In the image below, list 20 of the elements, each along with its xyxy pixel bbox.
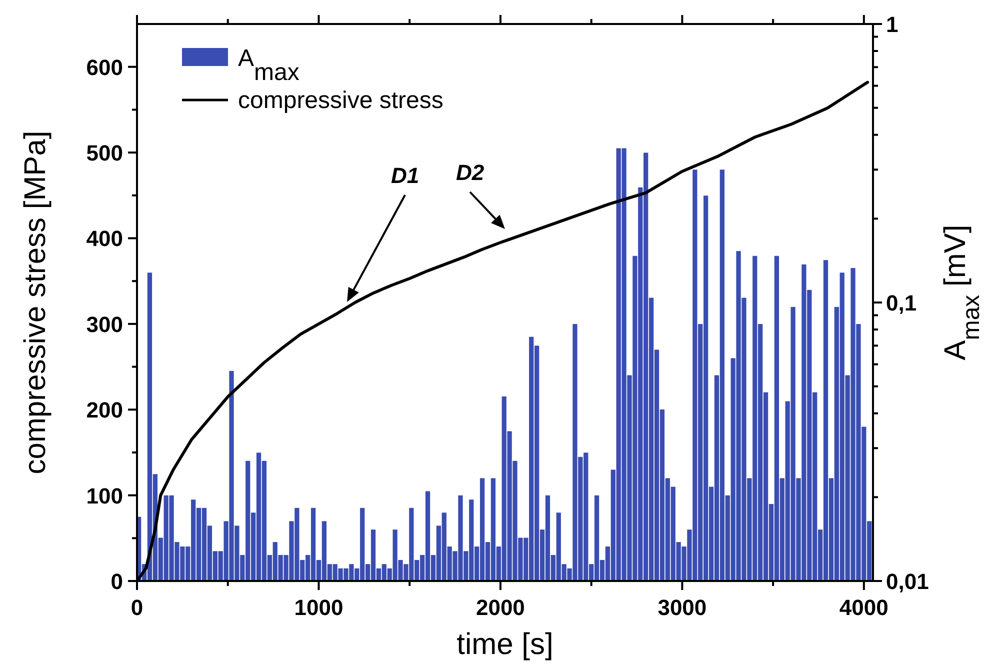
y-tick-label: 600 <box>86 54 123 80</box>
x-tick-label: 3000 <box>658 595 707 620</box>
y2-tick-label: 1 <box>886 12 898 37</box>
x-tick-label: 1000 <box>294 595 344 620</box>
x-tick-label: 2000 <box>476 595 525 620</box>
y-axis-title: compressive stress [MPa] <box>19 130 52 474</box>
y2-tick-label: 0,1 <box>886 290 917 316</box>
y-tick-label: 500 <box>86 140 123 166</box>
y2-tick-label: 0,01 <box>886 569 929 594</box>
x-tick-label: 0 <box>130 595 144 620</box>
y-tick-label: 100 <box>86 483 123 508</box>
x-tick-label: 4000 <box>839 595 888 620</box>
annotation: D1 <box>390 163 420 188</box>
y-tick-label: 0 <box>110 569 123 594</box>
y-tick-label: 200 <box>86 398 123 423</box>
legend-label: compressive stress <box>238 87 444 114</box>
x-axis-title: time [s] <box>456 628 554 661</box>
y-tick-label: 400 <box>86 226 123 252</box>
y-tick-label: 300 <box>86 312 123 337</box>
annotation: D2 <box>456 160 485 185</box>
